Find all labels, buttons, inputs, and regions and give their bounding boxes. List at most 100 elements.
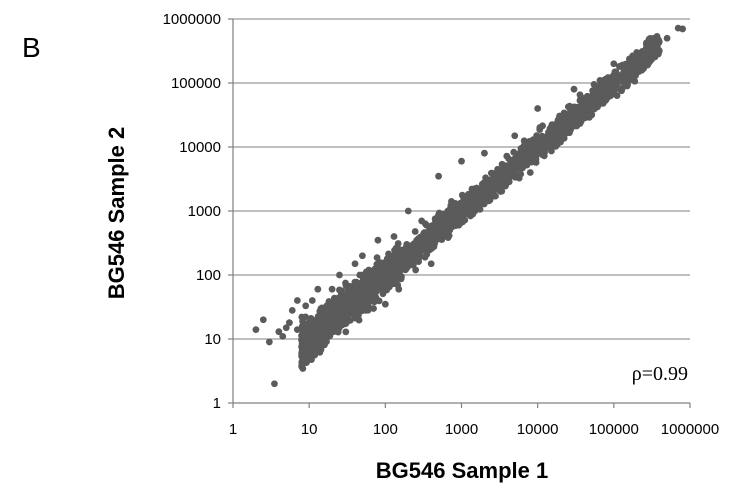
data-point <box>265 338 273 346</box>
data-point <box>485 197 493 205</box>
data-point <box>298 362 306 370</box>
data-point <box>441 228 449 236</box>
data-point <box>481 149 488 157</box>
data-point <box>259 316 267 324</box>
data-point <box>314 285 322 293</box>
data-point <box>436 224 444 232</box>
data-point <box>391 273 399 281</box>
x-tick-label: 100000 <box>589 421 639 438</box>
data-point <box>416 237 424 245</box>
data-point <box>374 286 382 294</box>
x-tick-label: 1000 <box>445 421 478 438</box>
data-point <box>517 162 524 170</box>
data-point <box>471 188 479 196</box>
data-point <box>458 157 465 165</box>
data-point <box>443 221 451 229</box>
data-point <box>435 219 443 226</box>
data-point <box>299 343 307 351</box>
data-point <box>558 119 565 127</box>
data-point <box>576 120 584 127</box>
data-point <box>488 169 496 177</box>
data-point <box>369 282 377 290</box>
data-point <box>435 209 443 217</box>
data-point <box>642 40 650 48</box>
data-point <box>470 194 478 201</box>
data-point <box>539 149 547 157</box>
data-point <box>376 258 384 266</box>
data-point <box>366 292 373 299</box>
data-point <box>566 109 574 116</box>
data-point <box>464 191 472 199</box>
data-point <box>534 144 542 152</box>
data-point <box>606 79 614 86</box>
data-point <box>464 210 472 218</box>
data-point <box>505 178 513 186</box>
data-point <box>334 315 342 322</box>
data-point <box>423 239 431 247</box>
data-point <box>400 257 408 265</box>
data-point <box>497 176 505 184</box>
data-point <box>421 220 429 228</box>
data-point <box>308 297 316 304</box>
data-point <box>536 124 544 131</box>
data-point <box>457 201 464 209</box>
data-point <box>369 273 377 280</box>
correlation-annotation: ρ=0.99 <box>632 363 688 385</box>
data-point <box>599 84 607 92</box>
data-point <box>333 326 340 334</box>
data-point <box>301 349 309 356</box>
data-point <box>636 63 643 71</box>
data-point <box>342 282 350 289</box>
data-point <box>279 332 287 340</box>
data-point <box>362 286 370 293</box>
x-tick-label: 1000000 <box>661 421 719 438</box>
y-tick-label: 100 <box>196 267 221 284</box>
data-point <box>395 253 403 260</box>
x-tick-label: 1 <box>229 421 237 438</box>
data-point <box>566 102 574 110</box>
y-axis-title: BG546 Sample 2 <box>104 127 129 299</box>
x-tick-label: 100 <box>373 421 398 438</box>
data-point <box>504 162 512 170</box>
x-tick-label: 10 <box>301 421 318 438</box>
data-point <box>504 167 512 175</box>
data-point <box>534 105 542 112</box>
data-point <box>381 300 389 308</box>
data-point <box>537 133 545 141</box>
data-point <box>553 130 561 138</box>
data-point <box>576 91 584 99</box>
data-point <box>514 155 522 163</box>
data-point <box>317 346 325 353</box>
data-point <box>412 266 420 274</box>
data-point <box>390 233 398 240</box>
data-point <box>275 328 283 336</box>
y-tick-label: 1 <box>213 395 221 412</box>
data-point <box>435 172 442 180</box>
data-point <box>452 207 460 215</box>
data-point <box>556 112 563 120</box>
data-point <box>332 308 340 316</box>
data-point <box>644 58 652 66</box>
data-point <box>650 39 658 46</box>
data-point <box>293 297 301 304</box>
axes <box>228 18 691 408</box>
data-point <box>252 326 260 334</box>
data-point <box>288 306 296 314</box>
data-point <box>374 236 382 244</box>
data-point <box>542 136 550 144</box>
data-point <box>338 287 346 295</box>
data-point <box>314 313 322 321</box>
x-tick-label: 10000 <box>517 421 559 438</box>
data-point <box>385 258 393 266</box>
data-point <box>608 74 616 81</box>
data-point <box>322 309 330 317</box>
data-point <box>586 101 594 108</box>
data-point <box>323 335 330 343</box>
data-point <box>338 321 346 329</box>
data-point <box>511 132 519 140</box>
data-point <box>433 233 440 241</box>
data-point <box>362 306 370 314</box>
data-point <box>679 25 687 33</box>
data-point <box>347 303 355 311</box>
data-point <box>391 280 399 288</box>
